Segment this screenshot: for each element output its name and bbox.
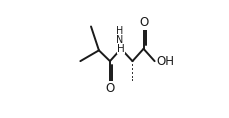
Text: OH: OH	[155, 55, 173, 68]
Text: O: O	[105, 82, 114, 95]
Text: H: H	[117, 44, 124, 54]
Text: O: O	[138, 16, 147, 29]
Text: H
N: H N	[116, 26, 123, 45]
